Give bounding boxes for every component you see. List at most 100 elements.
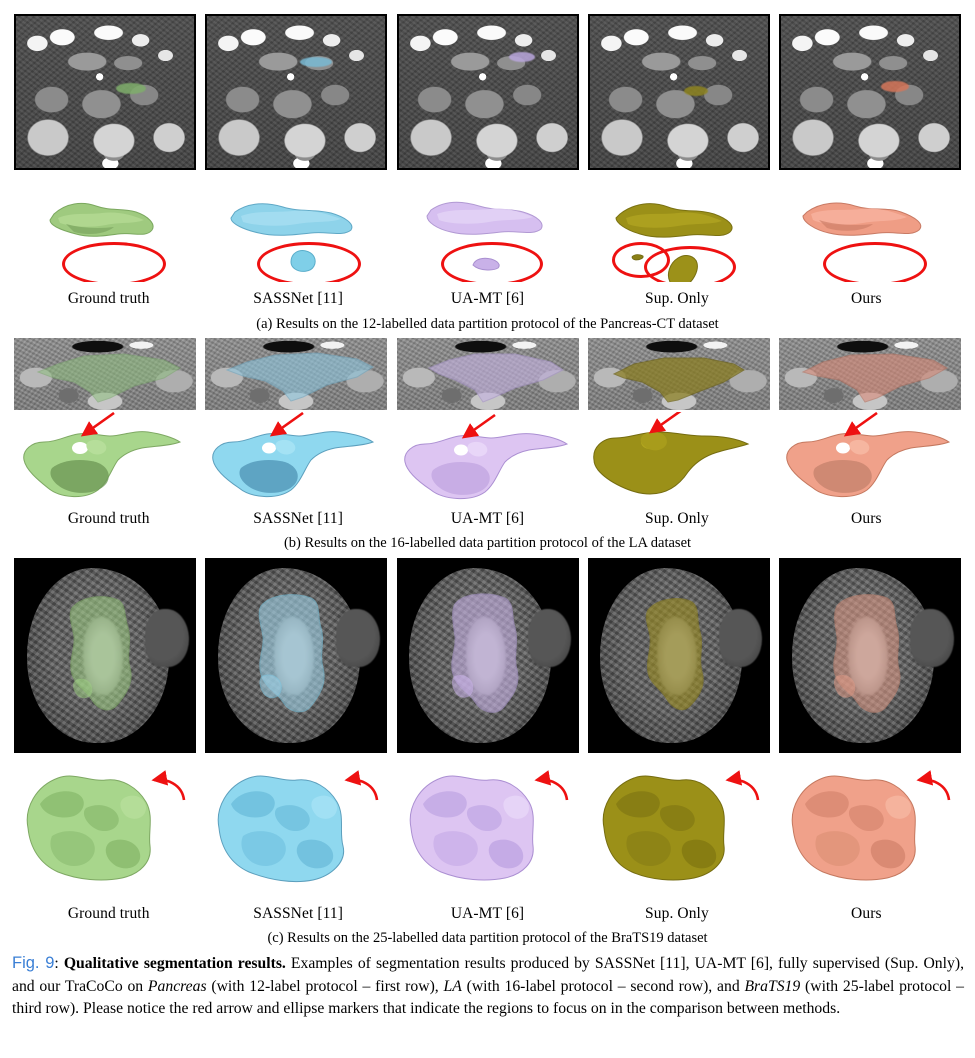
la-segmentation-overlay: [36, 353, 182, 403]
segmentation-overlay: [684, 85, 709, 96]
pancreas-ct-slice-row: [0, 14, 975, 170]
arrow-marker: [80, 412, 115, 437]
mri-slice-ours: [779, 338, 961, 410]
column-label-ground-truth: Ground truth: [67, 510, 150, 527]
mri-slice-sup-only: [587, 338, 770, 410]
figure-number-colon: :: [54, 955, 59, 972]
false-positive-blob: [471, 257, 500, 271]
ellipse-marker: [257, 242, 362, 282]
ct-image: [398, 16, 577, 168]
caption-text-4: (with 25-label protocol – third row). Pl…: [12, 977, 964, 1018]
brain-slice-ours: [779, 558, 961, 753]
tumor-mesh-uamt: [397, 758, 579, 896]
pancreas-mesh-svg: [230, 203, 353, 236]
la-mesh-sup-only: [588, 412, 770, 510]
subcaption-a: (a) Results on the 12-labelled data part…: [256, 316, 719, 332]
false-positive-blob-large: [667, 255, 698, 282]
brain-image: [396, 558, 579, 753]
arrow-marker: [270, 412, 305, 437]
column-label-uamt: UA-MT [6]: [450, 510, 525, 527]
column-label-sassnet: SASSNet [11]: [253, 905, 343, 922]
curved-arrow-marker: [725, 770, 760, 801]
pancreas-mesh-sassnet: [205, 182, 387, 282]
tumor-segmentation-overlay: [258, 594, 325, 713]
brain-occipital-lobe: [527, 608, 572, 668]
figure-caption-title: Qualitative segmentation results.: [63, 955, 286, 972]
tumor-mesh-sup-only: [588, 758, 770, 896]
pancreas-mesh-svg: [615, 203, 733, 238]
figure-caption: Fig. 9: Qualitative segmentation results…: [12, 952, 964, 1021]
brain-occipital-lobe: [718, 608, 763, 668]
tumor-segmentation-overlay: [645, 598, 704, 711]
la-mesh-uamt: [397, 412, 579, 510]
ct-slice-sassnet: [205, 14, 388, 170]
pancreas-mesh-svg: [425, 201, 542, 235]
tumor-mesh-svg: [791, 775, 916, 881]
la-mri-slice-row: [0, 338, 975, 410]
column-label-ours: Ours: [851, 510, 882, 527]
column-label-sup-only: Sup. Only: [645, 905, 709, 922]
tumor-mesh-svg: [409, 775, 534, 881]
tumor-mesh-ground-truth: [14, 758, 196, 896]
column-label-uamt: UA-MT [6]: [450, 290, 525, 307]
false-positive-blob: [290, 250, 316, 272]
curved-arrow-marker: [344, 770, 379, 801]
dataset-name-brats19: BraTS19: [744, 977, 801, 995]
brain-occipital-lobe: [910, 608, 954, 668]
ellipse-marker-large: [643, 246, 736, 282]
caption-text-2: (with 12-label protocol – first row),: [206, 977, 444, 995]
pancreas-mesh-svg: [49, 202, 154, 237]
la-segmentation-overlay: [225, 352, 375, 402]
column-label-sassnet: SASSNet [11]: [253, 510, 343, 527]
column-label-ground-truth: Ground truth: [67, 905, 150, 922]
caption-text-1: Examples of segmentation results produce…: [12, 955, 964, 995]
arrow-marker: [461, 413, 496, 439]
brain-occipital-lobe: [336, 608, 380, 668]
brain-slice-ground-truth: [14, 558, 196, 753]
la-mesh-svg: [593, 431, 750, 495]
tumor-mesh-svg: [218, 775, 345, 883]
ellipse-marker: [823, 242, 927, 282]
column-label-sup-only: Sup. Only: [645, 290, 709, 307]
brain-occipital-lobe: [145, 608, 189, 668]
pancreas-mesh-ours: [779, 182, 961, 282]
arrow-marker: [648, 412, 682, 434]
curved-arrow-marker: [916, 770, 951, 801]
dataset-name-la: LA: [443, 977, 462, 995]
column-label-ours: Ours: [851, 905, 882, 922]
segmentation-overlay: [880, 81, 909, 93]
la-segmentation-overlay: [427, 353, 564, 403]
arrow-marker: [843, 412, 878, 437]
column-label-ground-truth: Ground truth: [67, 290, 150, 307]
la-mesh-ours: [779, 412, 961, 510]
dataset-name-pancreas: Pancreas: [147, 977, 207, 995]
figure-number: Fig. 9: [12, 954, 55, 972]
column-label-ours: Ours: [851, 290, 882, 307]
column-label-sup-only: Sup. Only: [645, 510, 709, 527]
false-positive-blob-small: [631, 254, 644, 261]
curved-arrow-marker: [151, 770, 186, 801]
brats-slice-row: [0, 558, 975, 753]
mri-slice-uamt: [396, 338, 579, 410]
tumor-mesh-sassnet: [205, 758, 387, 896]
brats-3d-row: [0, 758, 975, 896]
ct-slice-uamt: [396, 14, 579, 170]
column-label-uamt: UA-MT [6]: [450, 905, 525, 922]
tumor-segmentation-overlay: [450, 593, 518, 713]
pancreas-mesh-sup-only: [588, 182, 770, 282]
subcaption-c: (c) Results on the 25-labelled data part…: [267, 930, 708, 946]
la-mesh-svg: [23, 431, 182, 497]
pancreas-mesh-uamt: [397, 182, 579, 282]
ct-image: [16, 16, 194, 168]
subcaption-b: (b) Results on the 16-labelled data part…: [283, 535, 692, 551]
column-labels-brats: Ground truth SASSNet [11] UA-MT [6] Sup.…: [0, 905, 975, 923]
caption-text-3: (with 16-label protocol – second row), a…: [461, 977, 745, 995]
la-3d-row: [0, 412, 975, 510]
ellipse-marker: [440, 242, 543, 282]
brain-image: [587, 558, 770, 753]
la-mesh-sassnet: [205, 412, 387, 510]
la-mesh-svg: [403, 433, 568, 499]
brain-image: [14, 558, 196, 753]
tumor-mesh-svg: [602, 775, 725, 881]
